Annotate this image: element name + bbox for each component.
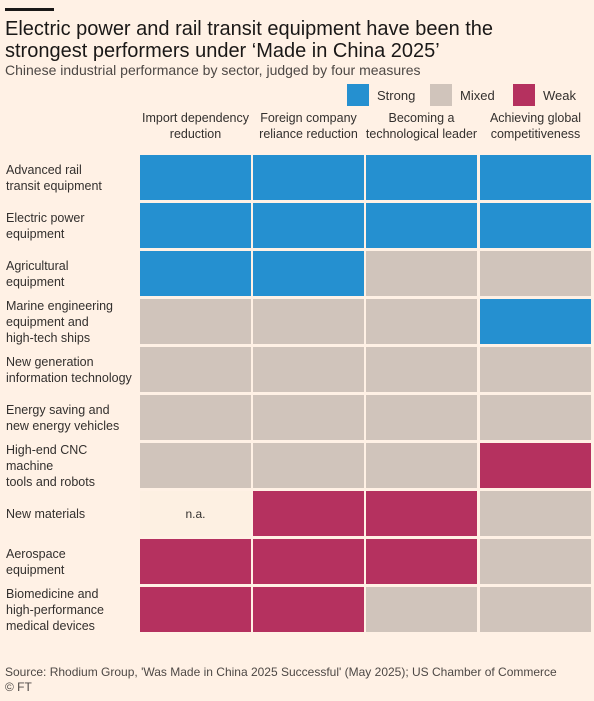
heatmap-cell xyxy=(140,395,251,440)
heatmap-cell xyxy=(253,203,364,248)
heatmap-cell xyxy=(366,251,477,296)
row-label: High-end CNC machine tools and robots xyxy=(6,442,95,489)
legend-swatch-mixed xyxy=(430,84,452,106)
column-header-3: Becoming a technological leader xyxy=(365,111,478,141)
heatmap-cell xyxy=(366,395,477,440)
heatmap-cell xyxy=(480,155,591,200)
heatmap-cell xyxy=(140,443,251,488)
title-rule xyxy=(5,8,54,11)
chart-title: Electric power and rail transit equipmen… xyxy=(5,18,494,62)
heatmap-cell xyxy=(480,491,591,536)
heatmap-cell xyxy=(480,347,591,392)
heatmap-cell xyxy=(140,347,251,392)
heatmap-cell xyxy=(253,587,364,632)
heatmap-cell xyxy=(366,539,477,584)
heatmap-cell xyxy=(366,443,477,488)
heatmap-cell xyxy=(366,491,477,536)
row-label: Agricultural equipment xyxy=(6,258,69,289)
heatmap-cell xyxy=(140,203,251,248)
footer: Source: Rhodium Group, 'Was Made in Chin… xyxy=(5,665,557,695)
heatmap-cell xyxy=(366,155,477,200)
heatmap-cell xyxy=(253,251,364,296)
heatmap-cell: n.a. xyxy=(140,491,251,536)
source-note: Source: Rhodium Group, 'Was Made in Chin… xyxy=(5,665,557,679)
legend-label-strong: Strong xyxy=(377,87,416,103)
heatmap-cell xyxy=(140,251,251,296)
legend-swatch-strong xyxy=(347,84,369,106)
row-label: New materials xyxy=(6,506,86,521)
heatmap-cell xyxy=(253,347,364,392)
heatmap-cell xyxy=(140,299,251,344)
heatmap-cell xyxy=(366,299,477,344)
heatmap-cell xyxy=(480,539,591,584)
row-label: Energy saving and new energy vehicles xyxy=(6,402,120,433)
heatmap-cell xyxy=(366,203,477,248)
heatmap-cell xyxy=(253,539,364,584)
heatmap-cell xyxy=(140,587,251,632)
chart-subtitle: Chinese industrial performance by sector… xyxy=(5,62,421,78)
heatmap-cell xyxy=(140,155,251,200)
heatmap-cell xyxy=(480,443,591,488)
row-label: Biomedicine and high-performance medical d… xyxy=(6,586,104,633)
legend-label-mixed: Mixed xyxy=(460,87,495,103)
heatmap-cell xyxy=(366,347,477,392)
heatmap-cell xyxy=(253,299,364,344)
heatmap-cell xyxy=(480,203,591,248)
heatmap-cell xyxy=(253,443,364,488)
row-label: New generation information technology xyxy=(6,354,132,385)
row-label: Marine engineering equipment and high-tech… xyxy=(6,298,114,345)
legend-label-weak: Weak xyxy=(543,87,576,103)
heatmap-cell xyxy=(253,155,364,200)
legend-item-weak: Weak xyxy=(513,84,576,106)
heatmap-cell xyxy=(366,587,477,632)
heatmap-cell xyxy=(253,395,364,440)
column-header-4: Achieving global competitiveness xyxy=(489,111,582,141)
legend-swatch-weak xyxy=(513,84,535,106)
heatmap-cell xyxy=(480,251,591,296)
heatmap-cell xyxy=(480,587,591,632)
row-label: Advanced rail transit equipment xyxy=(6,162,102,193)
legend: Strong Mixed Weak xyxy=(0,84,594,106)
heatmap-cell xyxy=(253,491,364,536)
heatmap-cell xyxy=(480,395,591,440)
column-header-2: Foreign company reliance reduction xyxy=(259,111,358,141)
column-header-1: Import dependency reduction xyxy=(141,111,249,141)
copyright: © FT xyxy=(5,680,32,694)
heatmap-cell xyxy=(480,299,591,344)
legend-item-strong: Strong xyxy=(347,84,415,106)
row-label: Electric power equipment xyxy=(6,210,85,241)
heatmap-cell xyxy=(140,539,251,584)
row-label: Aerospace equipment xyxy=(6,546,66,577)
legend-item-mixed: Mixed xyxy=(430,84,495,106)
